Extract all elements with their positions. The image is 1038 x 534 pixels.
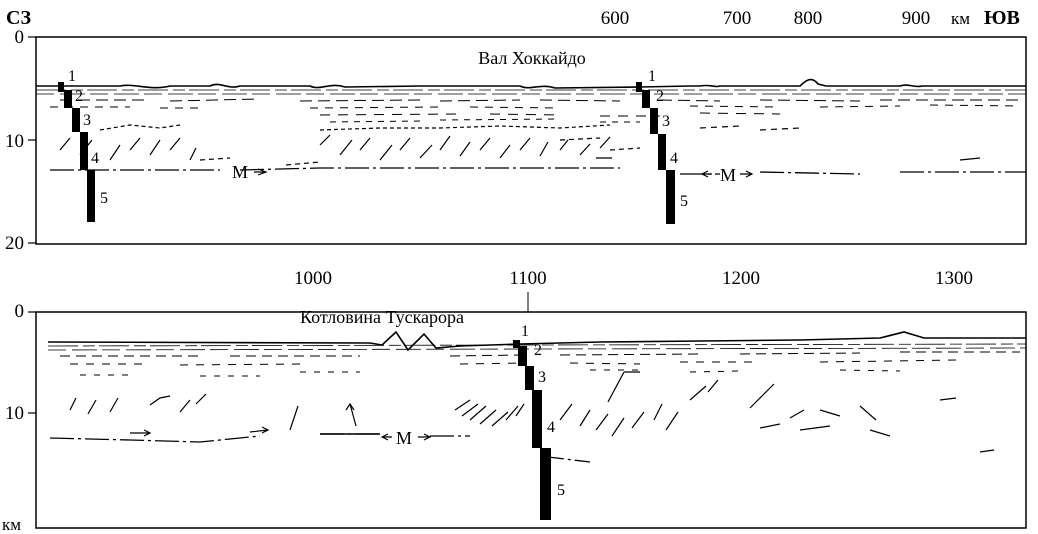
top-col2-layer: 3 (662, 113, 670, 130)
top-moho-line (50, 167, 1026, 175)
top-crust-reflectors (59, 124, 981, 166)
top-col1-layer: 4 (91, 150, 99, 167)
bottom-x-tick: 1100 (509, 268, 546, 289)
top-x-tick: 700 (723, 8, 752, 29)
top-moho-label-1: M (232, 162, 248, 182)
northwest-label: СЗ (6, 7, 31, 29)
bottom-moho-line (49, 433, 591, 463)
top-profile-title: Вал Хоккайдо (478, 48, 586, 68)
top-col2-layer: 5 (680, 193, 688, 210)
top-moho-label-2: M (720, 165, 736, 185)
top-sediment-reflectors (50, 98, 1021, 123)
bottom-profile-panel: 1000 1100 1200 1300 0 10 км Котловина Ту… (2, 268, 1027, 534)
southeast-label: ЮВ (984, 7, 1020, 29)
top-x-tick: 800 (794, 8, 823, 29)
top-col1-layer: 3 (83, 112, 91, 129)
bottom-seafloor-line (47, 330, 1026, 352)
bottom-y-tick: 0 (15, 301, 25, 322)
top-velocity-column-2 (636, 82, 675, 224)
bottom-x-tick: 1300 (935, 268, 973, 289)
bottom-moho-label: M (396, 428, 412, 448)
top-col2-layer: 4 (670, 150, 678, 167)
bottom-x-tick: 1200 (722, 268, 760, 289)
top-col1-layer: 2 (75, 88, 83, 105)
top-col2-layer: 1 (648, 68, 656, 85)
top-col1-layer: 1 (68, 68, 76, 85)
top-velocity-column-1 (58, 82, 95, 222)
bottom-x-tick: 1000 (294, 268, 332, 289)
bottom-panel-frame (35, 311, 1027, 529)
top-y-tick: 20 (5, 233, 24, 254)
bottom-col-layer: 3 (538, 369, 546, 386)
top-y-tick: 0 (15, 27, 25, 48)
bottom-y-unit: км (2, 515, 21, 534)
top-col1-layer: 5 (100, 190, 108, 207)
bottom-sediment-reflectors (60, 351, 1020, 377)
bottom-col-layer: 5 (557, 482, 565, 499)
top-col2-layer: 2 (656, 88, 664, 105)
top-x-tick: 600 (601, 8, 630, 29)
top-y-tick: 10 (5, 131, 24, 152)
top-seafloor-line (36, 78, 1026, 89)
top-profile-panel: 600 700 800 900 0 10 20 Вал Хоккайдо (5, 8, 1027, 254)
top-x-tick: 900 (902, 8, 931, 29)
top-panel-frame (35, 36, 1027, 245)
bottom-crust-reflectors (69, 371, 995, 453)
bottom-col-layer: 1 (521, 323, 529, 340)
bottom-velocity-column (513, 340, 551, 520)
km-unit-label: км (951, 9, 970, 28)
bottom-col-layer: 2 (534, 342, 542, 359)
bottom-profile-title: Котловина Тускарора (300, 307, 464, 327)
bottom-y-tick: 10 (5, 403, 24, 424)
bottom-col-layer: 4 (547, 419, 555, 436)
